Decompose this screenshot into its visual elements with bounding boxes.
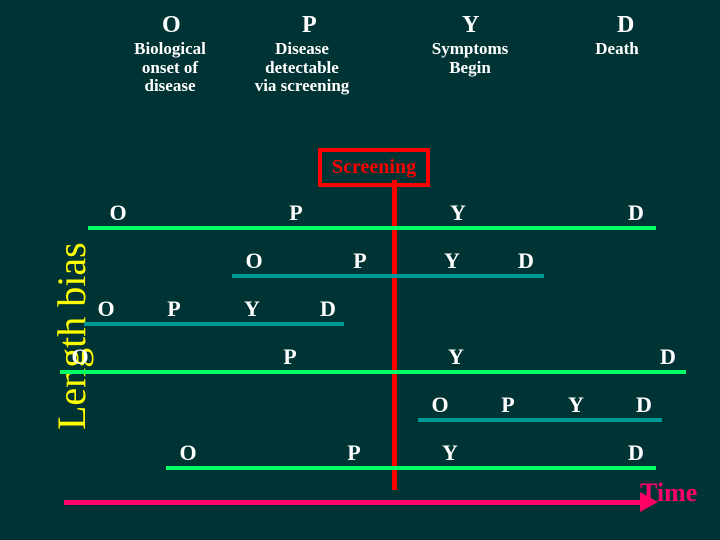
header-sub-O: Biological onset of disease (134, 40, 206, 96)
tl-2-point-O: O (245, 248, 262, 274)
tl-6-point-D: D (628, 440, 644, 466)
tl-3-line (84, 322, 344, 326)
header-sub-Y: Symptoms Begin (432, 40, 509, 77)
header-letter-D: D (617, 12, 634, 39)
tl-4-point-O: O (71, 344, 88, 370)
tl-4-point-Y: Y (448, 344, 464, 370)
tl-5-point-Y: Y (568, 392, 584, 418)
diagram-canvas: OBiological onset of diseasePDisease det… (0, 0, 720, 540)
tl-4-point-D: D (660, 344, 676, 370)
tl-3-point-D: D (320, 296, 336, 322)
tl-6-line (166, 466, 656, 470)
tl-4-point-P: P (283, 344, 296, 370)
y-axis-label: Length bias (48, 242, 95, 430)
tl-2-point-P: P (353, 248, 366, 274)
tl-5-point-O: O (431, 392, 448, 418)
tl-2-point-D: D (518, 248, 534, 274)
tl-6-point-P: P (347, 440, 360, 466)
tl-1-point-O: O (109, 200, 126, 226)
time-arrow-line (64, 500, 640, 505)
header-letter-Y: Y (462, 12, 479, 39)
tl-3-point-O: O (97, 296, 114, 322)
header-letter-O: O (162, 12, 181, 39)
screening-box: Screening (318, 148, 430, 187)
time-axis-label: Time (640, 478, 697, 508)
tl-6-point-O: O (179, 440, 196, 466)
header-sub-D: Death (595, 40, 638, 59)
tl-5-point-D: D (636, 392, 652, 418)
tl-3-point-Y: Y (244, 296, 260, 322)
tl-4-line (60, 370, 686, 374)
tl-1-point-D: D (628, 200, 644, 226)
tl-1-line (88, 226, 656, 230)
tl-6-point-Y: Y (442, 440, 458, 466)
tl-1-point-Y: Y (450, 200, 466, 226)
tl-2-point-Y: Y (444, 248, 460, 274)
tl-1-point-P: P (289, 200, 302, 226)
tl-3-point-P: P (167, 296, 180, 322)
tl-5-line (418, 418, 662, 422)
header-letter-P: P (302, 12, 317, 39)
tl-5-point-P: P (501, 392, 514, 418)
header-sub-P: Disease detectable via screening (255, 40, 350, 96)
tl-2-line (232, 274, 544, 278)
